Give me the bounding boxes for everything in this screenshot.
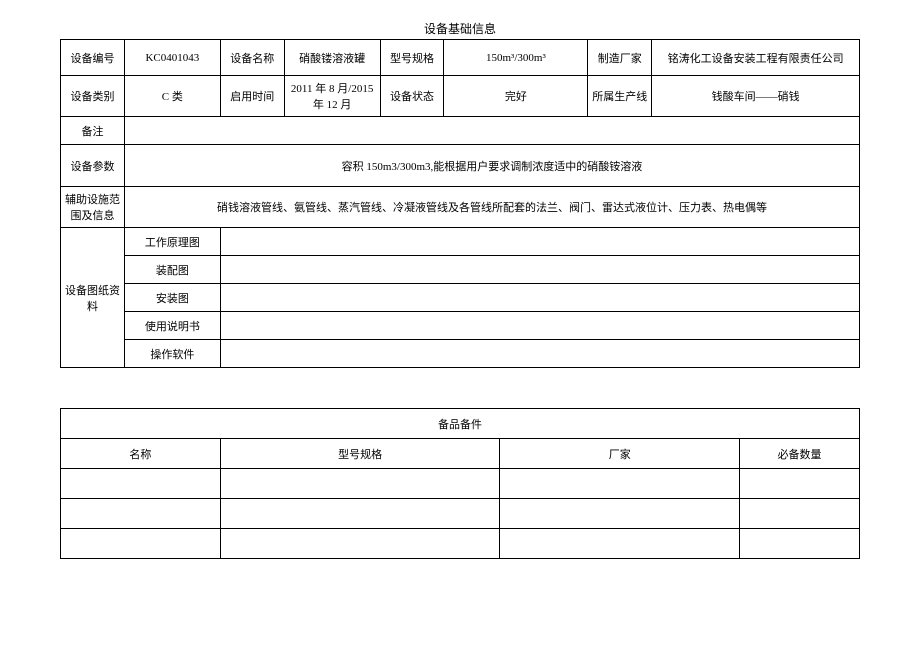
spare-header-name: 名称: [61, 439, 221, 469]
val-equipment-no: KC0401043: [124, 40, 220, 76]
spare-cell: [500, 499, 740, 529]
spare-parts-table: 备品备件 名称 型号规格 厂家 必备数量: [60, 408, 860, 559]
val-remarks: [124, 117, 859, 145]
drawing-val-2: [220, 284, 859, 312]
spare-cell: [740, 529, 860, 559]
spare-cell: [220, 469, 500, 499]
equipment-info-table: 设备编号 KC0401043 设备名称 硝酸镂溶液罐 型号规格 150m³/30…: [60, 39, 860, 368]
drawing-val-1: [220, 256, 859, 284]
label-start-time: 启用时间: [220, 76, 284, 117]
label-equipment-params: 设备参数: [61, 145, 125, 187]
val-production-line: 钱酸车间——硝钱: [652, 76, 860, 117]
spare-cell: [500, 529, 740, 559]
spare-cell: [61, 499, 221, 529]
drawing-item-3: 使用说明书: [124, 312, 220, 340]
label-aux-facility: 辅助设施范围及信息: [61, 187, 125, 228]
val-aux-facility: 硝钱溶液管线、氨管线、蒸汽管线、冷凝液管线及各管线所配套的法兰、阀门、雷达式液位…: [124, 187, 859, 228]
label-remarks: 备注: [61, 117, 125, 145]
drawing-val-4: [220, 340, 859, 368]
val-equipment-name: 硝酸镂溶液罐: [284, 40, 380, 76]
drawing-item-4: 操作软件: [124, 340, 220, 368]
label-equipment-status: 设备状态: [380, 76, 444, 117]
drawing-item-1: 装配图: [124, 256, 220, 284]
val-manufacturer: 铭涛化工设备安装工程有限责任公司: [652, 40, 860, 76]
drawing-val-3: [220, 312, 859, 340]
page-title: 设备基础信息: [60, 20, 860, 37]
spare-header-vendor: 厂家: [500, 439, 740, 469]
label-manufacturer: 制造厂家: [588, 40, 652, 76]
spare-header-spec: 型号规格: [220, 439, 500, 469]
label-equipment-no: 设备编号: [61, 40, 125, 76]
val-equipment-status: 完好: [444, 76, 588, 117]
spare-cell: [740, 469, 860, 499]
drawing-item-0: 工作原理图: [124, 228, 220, 256]
val-start-time: 2011 年 8 月/2015 年 12 月: [284, 76, 380, 117]
val-equipment-params: 容积 150m3/300m3,能根据用户要求调制浓度适中的硝酸铵溶液: [124, 145, 859, 187]
spare-cell: [740, 499, 860, 529]
label-production-line: 所属生产线: [588, 76, 652, 117]
spare-cell: [61, 469, 221, 499]
spare-cell: [61, 529, 221, 559]
drawing-val-0: [220, 228, 859, 256]
spare-header-qty: 必备数量: [740, 439, 860, 469]
label-equipment-name: 设备名称: [220, 40, 284, 76]
spare-parts-title: 备品备件: [61, 409, 860, 439]
spare-cell: [220, 529, 500, 559]
val-equipment-category: C 类: [124, 76, 220, 117]
spare-cell: [220, 499, 500, 529]
label-equipment-category: 设备类别: [61, 76, 125, 117]
val-model-spec: 150m³/300m³: [444, 40, 588, 76]
label-drawings: 设备图纸资料: [61, 228, 125, 368]
label-model-spec: 型号规格: [380, 40, 444, 76]
drawing-item-2: 安装图: [124, 284, 220, 312]
spare-cell: [500, 469, 740, 499]
